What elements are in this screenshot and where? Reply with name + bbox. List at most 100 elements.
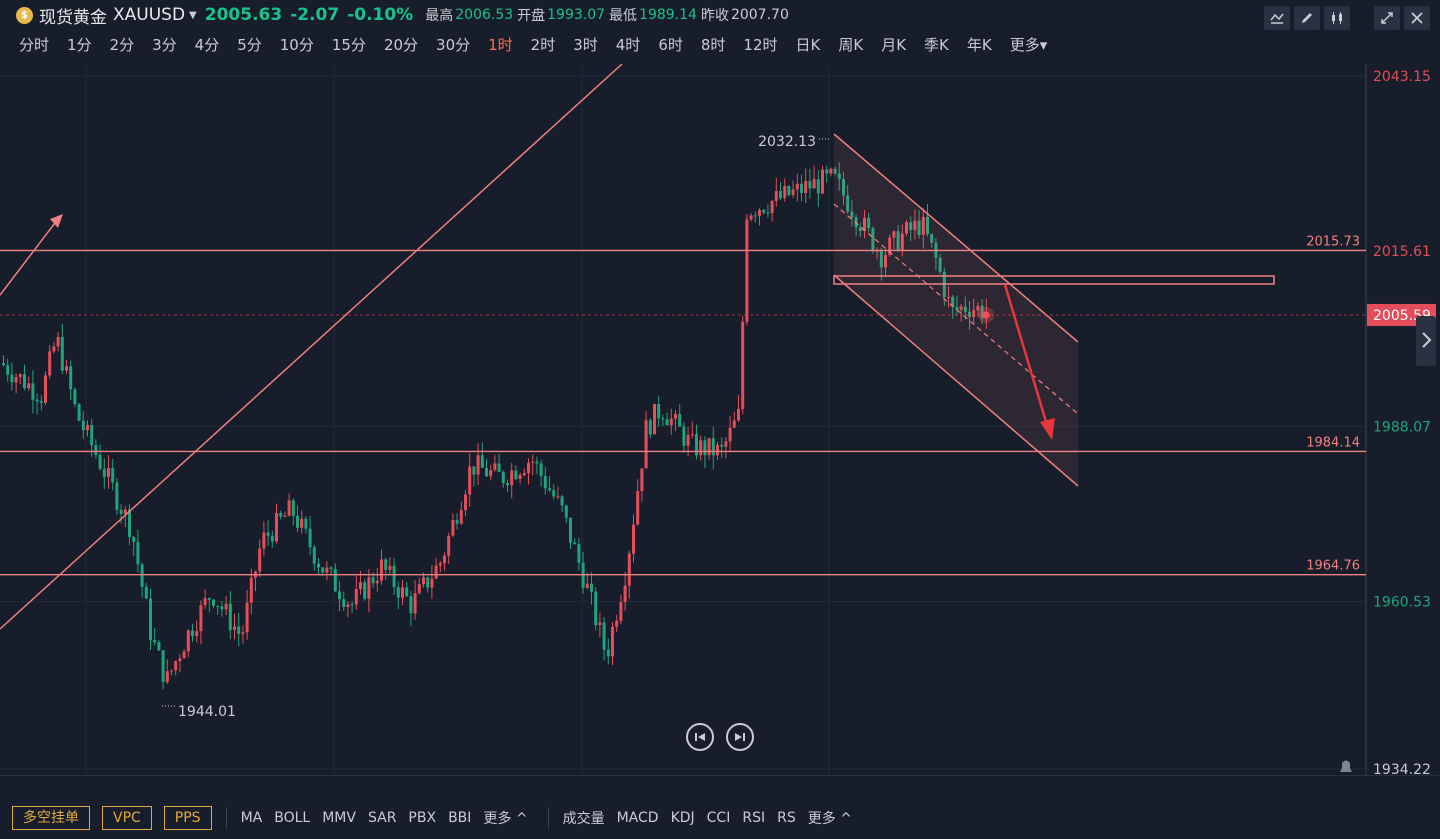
candle-body	[829, 168, 833, 174]
tab-period-6[interactable]: 10分	[279, 36, 314, 54]
order-button-vpc[interactable]: VPC	[102, 806, 152, 830]
order-button-pps[interactable]: PPS	[163, 806, 212, 830]
candle-body	[350, 604, 354, 606]
candle-body	[174, 661, 178, 671]
tab-period-3[interactable]: 3分	[152, 36, 177, 54]
candle-body	[724, 441, 728, 447]
instrument-name[interactable]: 现货黄金	[39, 7, 107, 28]
candle-body	[191, 630, 194, 637]
candle-body	[506, 483, 509, 486]
candle-body	[199, 605, 203, 632]
scroll-left-button[interactable]	[686, 723, 714, 751]
indicator-volume[interactable]: 成交量	[562, 811, 605, 827]
candle-body	[443, 555, 446, 564]
skip-forward-icon	[735, 733, 745, 741]
candle-body	[375, 580, 379, 584]
candle-body	[510, 470, 514, 486]
candle-body	[632, 524, 635, 554]
indicator-bbi[interactable]: BBI	[448, 810, 472, 826]
gold-coin-icon: $	[16, 6, 33, 24]
candle-body	[451, 520, 455, 536]
tab-period-2[interactable]: 2分	[109, 36, 135, 54]
indicator-toggle-button[interactable]	[1264, 6, 1290, 30]
tab-period-21[interactable]: 年K	[966, 36, 992, 54]
tab-period-5[interactable]: 5分	[237, 36, 262, 54]
candle-body	[808, 181, 812, 189]
tab-period-16[interactable]: 12时	[743, 36, 778, 54]
high-annotation: 2032.13	[758, 134, 816, 150]
open-value: 1993.07	[547, 7, 606, 23]
candle-body	[363, 582, 367, 599]
close-button[interactable]	[1404, 6, 1430, 30]
tab-period-4[interactable]: 4分	[194, 36, 220, 54]
main-indicator-more[interactable]: 更多 ^	[483, 811, 528, 827]
candle-body	[959, 306, 963, 310]
candlestick-chart[interactable]: 2043.152015.611988.071960.531934.2203-25…	[0, 64, 1440, 776]
draw-tool-button[interactable]	[1294, 6, 1320, 30]
candle-body	[220, 606, 224, 610]
tab-period-22[interactable]: 更多▾	[1009, 36, 1048, 54]
candle-body	[73, 389, 77, 405]
skip-back-icon	[695, 733, 705, 741]
candle-body	[493, 463, 497, 470]
tab-period-13[interactable]: 4时	[615, 36, 641, 54]
candle-body	[413, 593, 417, 614]
candle-body	[833, 168, 837, 174]
y-tick-label: 2015.61	[1373, 244, 1431, 260]
candle-style-button[interactable]	[1324, 6, 1350, 30]
tab-period-12[interactable]: 3时	[573, 36, 598, 54]
candle-body	[980, 305, 984, 319]
tab-period-17[interactable]: 日K	[795, 36, 821, 54]
candle-body	[795, 183, 799, 190]
candle-body	[888, 237, 892, 255]
tab-period-11[interactable]: 2时	[530, 36, 556, 54]
candle-body	[56, 336, 60, 347]
y-tick-label: 1960.53	[1373, 595, 1431, 611]
candle-body	[926, 216, 929, 235]
chevron-down-icon[interactable]: ▼	[189, 9, 197, 21]
indicator-ma[interactable]: MA	[240, 810, 263, 826]
indicator-rs[interactable]: RS	[777, 810, 796, 826]
tab-period-10[interactable]: 1时	[488, 36, 513, 54]
indicator-pbx[interactable]: PBX	[408, 810, 437, 826]
candle-body	[686, 435, 690, 446]
indicator-mmv[interactable]: MMV	[322, 810, 356, 826]
tab-period-19[interactable]: 月K	[881, 36, 907, 54]
fullscreen-button[interactable]	[1374, 6, 1400, 30]
candle-body	[938, 257, 942, 272]
candle-body	[224, 603, 228, 610]
candle-body	[434, 565, 438, 579]
tab-period-7[interactable]: 15分	[331, 36, 366, 54]
candle-body	[690, 434, 694, 436]
instrument-symbol[interactable]: XAUUSD	[113, 5, 186, 25]
candle-body	[241, 632, 245, 634]
order-button-longshort[interactable]: 多空挂单	[12, 806, 90, 830]
candle-body	[707, 438, 711, 456]
tab-period-20[interactable]: 季K	[924, 36, 949, 54]
indicator-cci[interactable]: CCI	[706, 810, 731, 826]
tab-period-14[interactable]: 6时	[658, 36, 683, 54]
tab-period-0[interactable]: 分时	[19, 36, 50, 54]
tab-period-15[interactable]: 8时	[700, 36, 726, 54]
wave-icon	[1270, 13, 1284, 24]
candle-body	[884, 254, 887, 268]
indicator-boll[interactable]: BOLL	[274, 810, 311, 826]
indicator-macd[interactable]: MACD	[616, 810, 659, 826]
tab-period-9[interactable]: 30分	[436, 36, 471, 54]
candle-body	[422, 577, 425, 585]
tab-period-1[interactable]: 1分	[67, 36, 92, 54]
tab-period-18[interactable]: 周K	[838, 36, 864, 54]
tab-period-8[interactable]: 20分	[383, 36, 419, 54]
bell-icon	[1340, 760, 1352, 772]
candle-body	[464, 494, 467, 511]
scroll-right-button[interactable]	[726, 723, 754, 751]
candle-body	[753, 215, 757, 217]
indicator-rsi[interactable]: RSI	[742, 810, 766, 826]
indicator-sar[interactable]: SAR	[367, 810, 397, 826]
candle-body	[325, 567, 329, 573]
candle-body	[472, 466, 476, 475]
candle-body	[850, 211, 854, 218]
indicator-kdj[interactable]: KDJ	[670, 810, 695, 826]
candle-body	[371, 577, 375, 584]
sub-indicator-more[interactable]: 更多 ^	[807, 811, 852, 827]
